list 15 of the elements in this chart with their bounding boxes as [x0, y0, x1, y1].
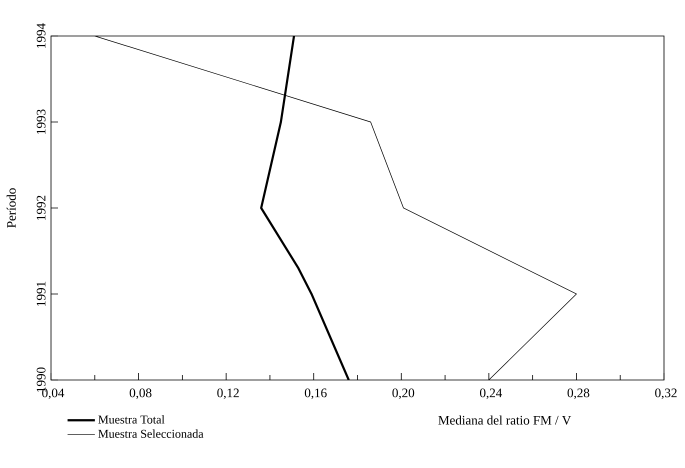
x-tick-label: 0,28 — [568, 388, 590, 400]
y-axis-title: Período — [6, 188, 16, 228]
y-tick-label: 1991 — [36, 282, 46, 306]
x-tick-label: 0,12 — [217, 388, 239, 400]
x-tick-label: 0,32 — [655, 388, 677, 400]
legend-label: Muestra Seleccionada — [98, 429, 204, 438]
x-axis-title: Mediana del ratio FM / V — [438, 415, 572, 425]
y-tick-label: 1994 — [36, 23, 46, 48]
x-tick-label: 0,24 — [480, 388, 502, 400]
y-tick-label: 1993 — [36, 110, 46, 134]
legend-label: Muestra Total — [98, 415, 165, 424]
x-tick-label: 0,20 — [392, 388, 414, 400]
x-tick-label: 0,08 — [130, 388, 152, 400]
x-tick-label: 0,16 — [304, 388, 327, 400]
y-tick-label: 1992 — [36, 196, 46, 220]
